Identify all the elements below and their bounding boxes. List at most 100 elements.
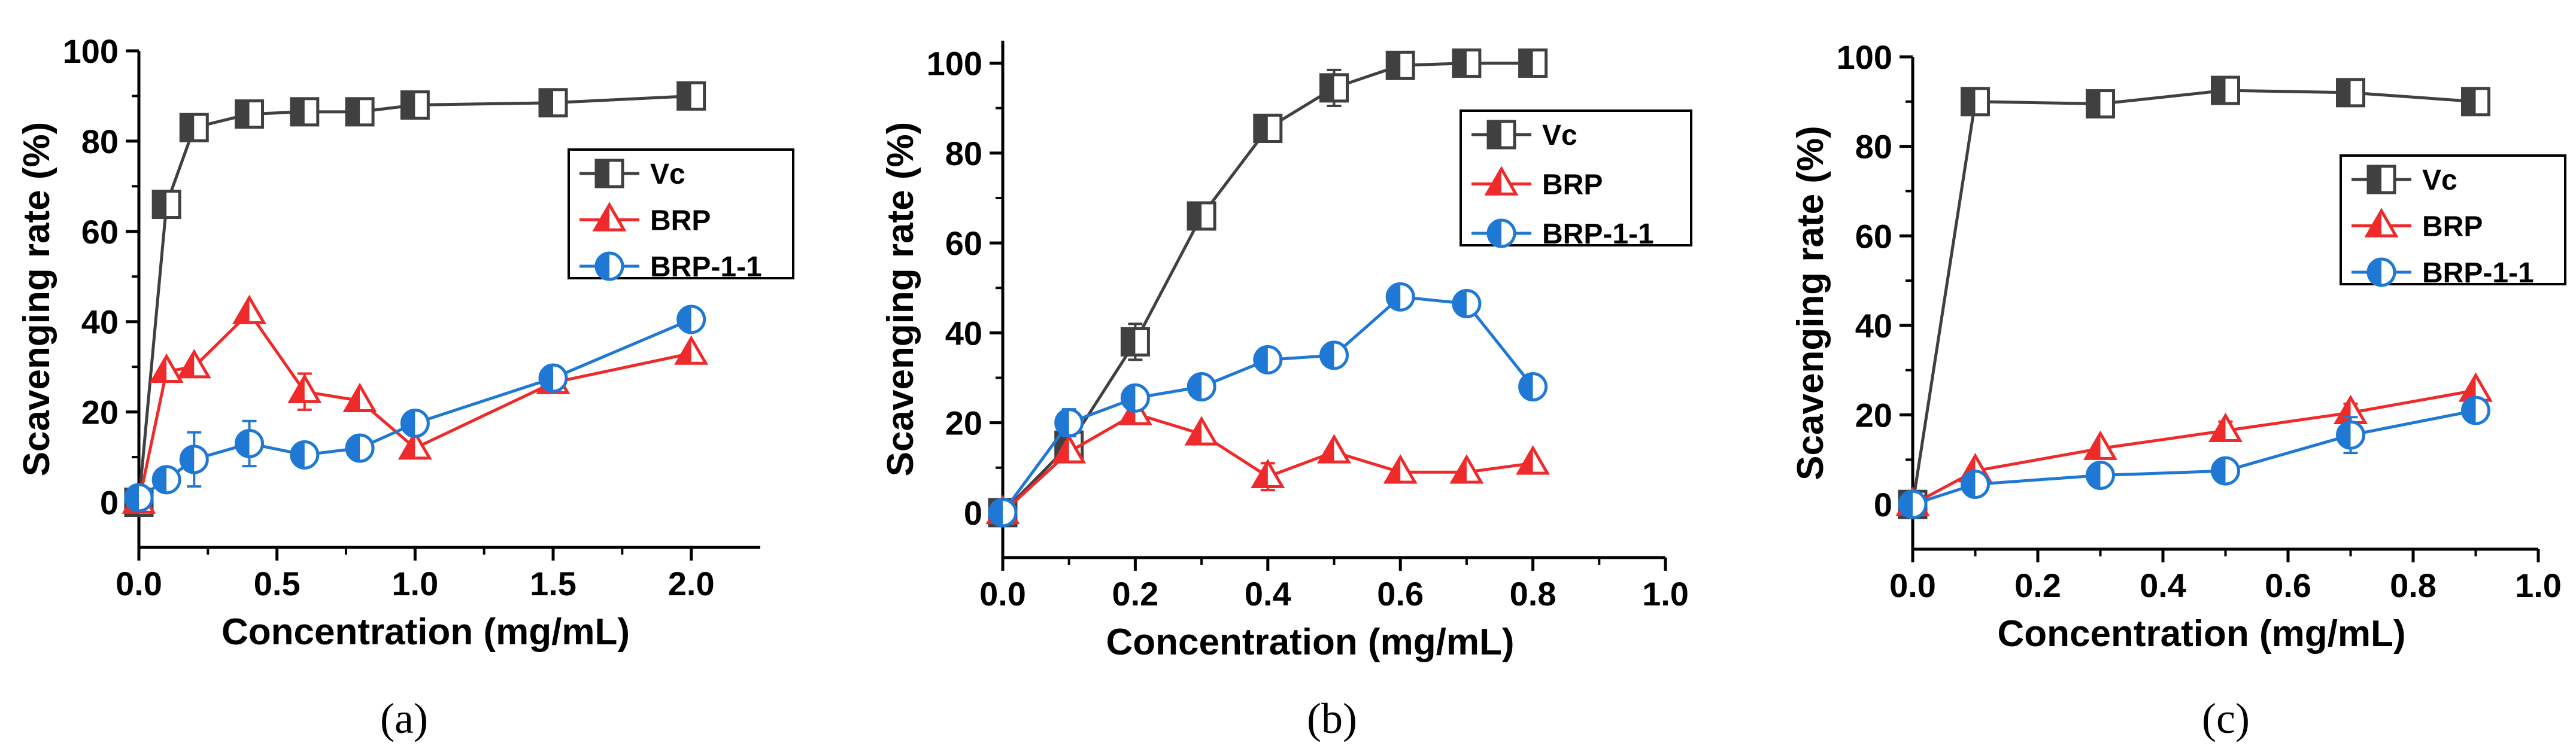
- x-tick-label: 1.0: [2515, 567, 2562, 604]
- legend-marker-brp-fill: [594, 205, 609, 230]
- data-point-brp-1-1: [2086, 461, 2115, 491]
- legend-marker-brp-fill: [1486, 169, 1501, 194]
- data-point-brp: [1316, 434, 1352, 464]
- data-point-vc: [1187, 201, 1216, 231]
- data-point-brp-1-1-fill: [1254, 346, 1268, 373]
- data-point-brp-1-1: [151, 465, 181, 495]
- data-point-brp-1-1: [400, 409, 430, 438]
- data-point-brp-fill: [1386, 457, 1401, 482]
- data-point-brp: [1184, 416, 1219, 446]
- data-point-vc: [179, 112, 209, 142]
- data-point-vc-fill: [2337, 79, 2351, 106]
- data-point-vc-fill: [1321, 74, 1334, 101]
- data-point-brp-1-1: [1961, 470, 1990, 500]
- data-point-vc-fill: [236, 101, 250, 127]
- data-point-vc: [1120, 327, 1150, 357]
- data-point-brp-1-1-fill: [1321, 342, 1334, 369]
- data-point-brp: [149, 353, 184, 383]
- panel-label: (b): [1307, 695, 1357, 742]
- data-point-brp-1-1: [2336, 420, 2365, 450]
- data-point-brp-1-1: [2211, 456, 2240, 486]
- y-tick-label: 80: [1855, 128, 1892, 166]
- y-axis-title: Scavenging rate (%): [16, 122, 57, 477]
- series-brp-1-1: [988, 282, 1548, 528]
- data-point-vc-fill: [2087, 90, 2101, 117]
- data-point-vc: [1319, 73, 1349, 103]
- data-point-vc: [1452, 48, 1482, 78]
- data-point-brp-1-1: [676, 305, 706, 334]
- y-tick-label: 100: [1837, 38, 1892, 76]
- legend-marker-vc: [594, 159, 624, 188]
- legend-marker-brp-1-1-fill: [596, 253, 609, 279]
- data-point-brp-1-1: [345, 433, 375, 463]
- data-point-brp-1-1: [2461, 395, 2490, 425]
- data-point-brp-1-1-fill: [1122, 385, 1136, 412]
- data-point-brp-fill: [1518, 448, 1533, 473]
- series-brp-1-1: [124, 305, 706, 513]
- data-point-brp-fill: [676, 338, 691, 364]
- data-point-brp-1-1-fill: [1900, 491, 1913, 518]
- data-point-brp-1-1: [1054, 408, 1084, 438]
- x-tick-label: 0.6: [1377, 575, 1424, 613]
- legend-marker-brp-1-1: [1486, 218, 1516, 248]
- y-tick-label: 40: [945, 314, 982, 352]
- y-tick-label: 60: [1855, 217, 1892, 255]
- y-tick-label: 100: [927, 45, 982, 83]
- data-point-brp-1-1: [1385, 282, 1415, 312]
- data-point-brp-1-1-fill: [1519, 373, 1533, 400]
- data-point-vc: [538, 88, 568, 118]
- data-point-brp-1-1-fill: [990, 499, 1003, 526]
- data-point-brp: [1383, 454, 1418, 484]
- data-point-brp-1-1-fill: [402, 410, 415, 437]
- x-axis-title: Concentration (mg/mL): [222, 611, 630, 653]
- data-point-brp-1-1-fill: [236, 430, 250, 457]
- data-point-vc: [1253, 114, 1283, 144]
- data-point-brp-1-1: [1253, 345, 1283, 375]
- y-tick-label: 0: [100, 484, 119, 522]
- data-point-brp-1-1: [1319, 340, 1349, 370]
- legend-label-brp-1-1: BRP-1-1: [650, 251, 762, 283]
- legend-marker-vc: [2366, 165, 2396, 194]
- x-tick-label: 0.8: [1510, 575, 1556, 613]
- data-point-vc: [400, 90, 430, 120]
- x-tick-label: 1.5: [530, 565, 577, 602]
- data-point-vc-fill: [1122, 328, 1136, 355]
- y-tick-label: 40: [1855, 307, 1892, 345]
- data-point-vc-fill: [1519, 50, 1533, 77]
- data-point-brp: [2208, 412, 2243, 442]
- series-brp: [122, 294, 709, 514]
- legend-label-brp-1-1: BRP-1-1: [1542, 218, 1654, 250]
- data-point-brp-1-1-fill: [678, 306, 691, 333]
- chart-panel-3: 0 20 40 60 80 100 0.0 0.2 0.4 0.6 0.8 1.0 Concentrat…: [1790, 38, 2566, 742]
- data-point-brp-fill: [1253, 461, 1268, 487]
- data-point-brp-fill: [1187, 419, 1202, 445]
- data-point-brp-fill: [2461, 375, 2476, 401]
- data-point-brp-fill: [2211, 415, 2226, 441]
- data-point-brp-1-1-fill: [126, 485, 139, 511]
- legend-label-brp: BRP: [650, 205, 711, 237]
- data-point-brp-1-1: [538, 363, 568, 393]
- data-point-brp-fill: [400, 433, 415, 458]
- series-line-brp-1-1: [138, 318, 692, 500]
- data-point-vc-fill: [347, 98, 360, 125]
- series-vc: [988, 48, 1548, 528]
- panel-label: (c): [2202, 695, 2250, 742]
- y-tick-label: 80: [81, 123, 119, 160]
- data-point-brp-1-1-fill: [2212, 458, 2226, 485]
- data-point-brp: [398, 430, 432, 460]
- data-point-vc-fill: [1254, 115, 1268, 142]
- data-point-brp-fill: [180, 352, 195, 377]
- x-tick-label: 1.0: [392, 565, 438, 602]
- y-tick-label: 60: [945, 224, 982, 262]
- x-tick-label: 0.4: [1245, 575, 1291, 613]
- panel-label: (a): [380, 695, 428, 742]
- data-point-brp-1-1-fill: [1962, 471, 1976, 498]
- y-tick-label: 100: [63, 32, 119, 70]
- legend-marker-brp: [2364, 208, 2399, 238]
- data-point-brp: [177, 349, 211, 379]
- legend: Vc BRP BRP-1-1: [2340, 154, 2566, 289]
- data-point-vc: [1961, 87, 1990, 117]
- data-point-brp-1-1-fill: [540, 365, 553, 392]
- data-point-brp-fill: [151, 356, 167, 382]
- data-point-vc-fill: [678, 83, 691, 109]
